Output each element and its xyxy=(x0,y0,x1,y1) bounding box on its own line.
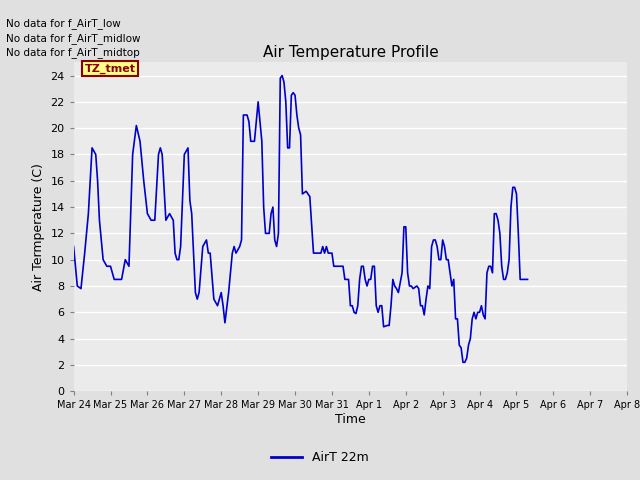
X-axis label: Time: Time xyxy=(335,413,366,426)
Text: No data for f_AirT_midtop: No data for f_AirT_midtop xyxy=(6,47,140,58)
Title: Air Temperature Profile: Air Temperature Profile xyxy=(262,45,438,60)
Y-axis label: Air Termperature (C): Air Termperature (C) xyxy=(32,163,45,291)
Text: TZ_tmet: TZ_tmet xyxy=(84,64,136,74)
Text: No data for f_AirT_midlow: No data for f_AirT_midlow xyxy=(6,33,141,44)
Legend: AirT 22m: AirT 22m xyxy=(266,446,374,469)
Text: No data for f_AirT_low: No data for f_AirT_low xyxy=(6,18,121,29)
